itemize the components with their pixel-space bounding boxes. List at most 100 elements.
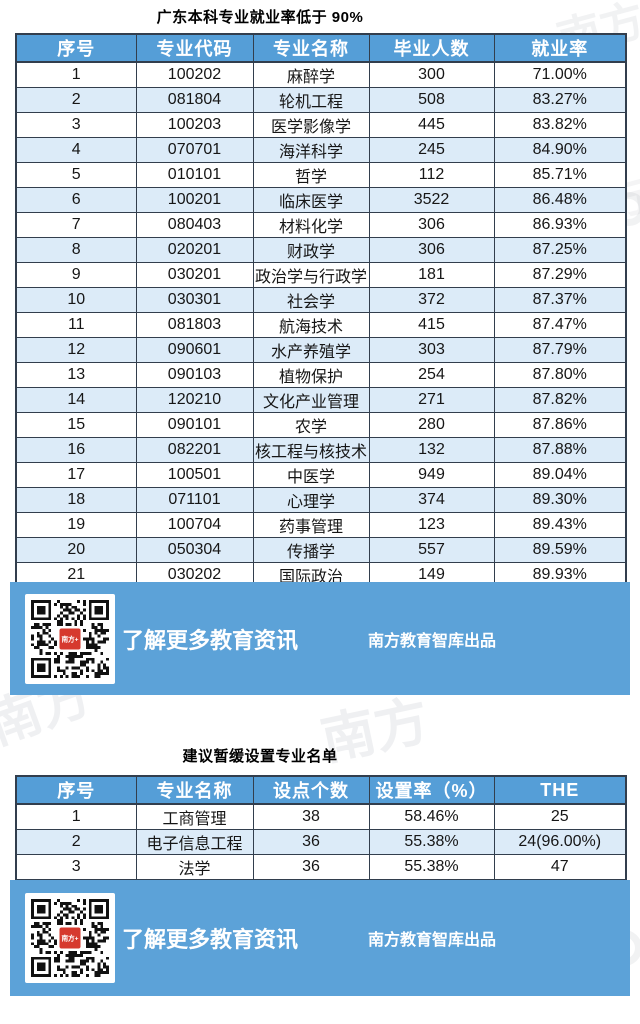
table-cell: 植物保护	[252, 362, 370, 388]
table-cell: 100203	[135, 112, 254, 138]
table-cell: 55.38%	[368, 829, 495, 855]
table-cell: 120210	[135, 387, 254, 413]
table-cell: 农学	[252, 412, 370, 438]
table-row: 8 020201 财政学 306 87.25%	[15, 237, 627, 263]
table-cell: 核工程与核技术	[252, 437, 370, 463]
table-row: 6 100201 临床医学 3522 86.48%	[15, 187, 627, 213]
column-header: 设置率（%）	[368, 775, 495, 805]
table2-title: 建议暂缓设置专业名单	[182, 748, 338, 765]
table-cell: 090101	[135, 412, 254, 438]
table-cell: 航海技术	[252, 312, 370, 338]
table-cell: 15	[15, 412, 137, 438]
table-cell: 7	[15, 212, 137, 238]
table-cell: 081804	[135, 87, 254, 113]
table-cell: 100202	[135, 61, 254, 88]
table-cell: 17	[15, 462, 137, 488]
column-header: 序号	[15, 775, 137, 805]
qr-code-icon: 南方+	[25, 893, 115, 983]
table-cell: 10	[15, 287, 137, 313]
table-cell: 306	[368, 237, 495, 263]
table-cell: 36	[252, 854, 370, 881]
table-cell: 19	[15, 512, 137, 538]
table-row: 17 100501 中医学 949 89.04%	[15, 462, 627, 488]
table-row: 11 081803 航海技术 415 87.47%	[15, 312, 627, 338]
table-row: 16 082201 核工程与核技术 132 87.88%	[15, 437, 627, 463]
table-cell: 87.37%	[493, 287, 627, 313]
table-cell: 87.80%	[493, 362, 627, 388]
table-row: 1 工商管理 38 58.46% 25	[15, 803, 627, 830]
table-row: 10 030301 社会学 372 87.37%	[15, 287, 627, 313]
table-cell: 280	[368, 412, 495, 438]
table-cell: 87.79%	[493, 337, 627, 363]
header-row: 序号 专业代码 专业名称 毕业人数 就业率	[15, 33, 627, 63]
table-cell: 24(96.00%)	[493, 829, 627, 855]
table-row: 15 090101 农学 280 87.86%	[15, 412, 627, 438]
table-cell: 心理学	[252, 487, 370, 513]
table-cell: 3	[15, 854, 137, 881]
table-cell: 090601	[135, 337, 254, 363]
table-cell: 9	[15, 262, 137, 288]
table-cell: 123	[368, 512, 495, 538]
table-cell: 372	[368, 287, 495, 313]
table-cell: 100501	[135, 462, 254, 488]
column-header: 专业名称	[135, 775, 254, 805]
table-cell: 100201	[135, 187, 254, 213]
table-cell: 8	[15, 237, 137, 263]
table-cell: 临床医学	[252, 187, 370, 213]
table-cell: 材料化学	[252, 212, 370, 238]
table-cell: 文化产业管理	[252, 387, 370, 413]
table1-title: 广东本科专业就业率低于 90%	[156, 9, 364, 26]
table-cell: 13	[15, 362, 137, 388]
table-cell: 麻醉学	[252, 61, 370, 88]
table-cell: 86.48%	[493, 187, 627, 213]
table-cell: 3	[15, 112, 137, 138]
column-header: 专业代码	[135, 33, 254, 63]
table-cell: 水产养殖学	[252, 337, 370, 363]
promo-banner: 南方+ 了解更多教育资讯 南方教育智库出品	[10, 880, 630, 996]
table-cell: 1	[15, 803, 137, 830]
table-cell: 86.93%	[493, 212, 627, 238]
table-cell: 303	[368, 337, 495, 363]
column-header: 设点个数	[252, 775, 370, 805]
table-cell: 84.90%	[493, 137, 627, 163]
banner-credit-text: 南方教育智库出品	[368, 932, 497, 949]
header-row: 序号 专业名称 设点个数 设置率（%） THE	[15, 775, 627, 805]
table-cell: 传播学	[252, 537, 370, 563]
table-cell: 100704	[135, 512, 254, 538]
table-cell: 87.29%	[493, 262, 627, 288]
table-cell: 药事管理	[252, 512, 370, 538]
table-cell: 112	[368, 162, 495, 188]
column-header: 就业率	[493, 33, 627, 63]
table-row: 1 100202 麻醉学 300 71.00%	[15, 61, 627, 88]
table-cell: 030301	[135, 287, 254, 313]
table-cell: 71.00%	[493, 61, 627, 88]
table-cell: 245	[368, 137, 495, 163]
table-cell: 010101	[135, 162, 254, 188]
table-cell: 20	[15, 537, 137, 563]
table-cell: 36	[252, 829, 370, 855]
banner-cta-text: 了解更多教育资讯	[122, 927, 299, 952]
table-cell: 050304	[135, 537, 254, 563]
table-cell: 300	[368, 61, 495, 88]
table-cell: 2	[15, 87, 137, 113]
table-cell: 6	[15, 187, 137, 213]
table-cell: 020201	[135, 237, 254, 263]
table-row: 2 电子信息工程 36 55.38% 24(96.00%)	[15, 829, 627, 855]
table-cell: 254	[368, 362, 495, 388]
table-cell: 38	[252, 803, 370, 830]
table-cell: 18	[15, 487, 137, 513]
employment-rate-table: 序号 专业代码 专业名称 毕业人数 就业率 1 100202 麻醉学 300 71.00% 2 08…	[15, 33, 627, 589]
table-row: 3 100203 医学影像学 445 83.82%	[15, 112, 627, 138]
table-cell: 政治学与行政学	[252, 262, 370, 288]
table-cell: 271	[368, 387, 495, 413]
column-header: 毕业人数	[368, 33, 495, 63]
table-cell: 2	[15, 829, 137, 855]
table-row: 20 050304 传播学 557 89.59%	[15, 537, 627, 563]
column-header: 专业名称	[252, 33, 370, 63]
table-cell: 电子信息工程	[135, 829, 254, 855]
table-cell: 181	[368, 262, 495, 288]
table-cell: 445	[368, 112, 495, 138]
table-cell: 87.47%	[493, 312, 627, 338]
table-cell: 374	[368, 487, 495, 513]
